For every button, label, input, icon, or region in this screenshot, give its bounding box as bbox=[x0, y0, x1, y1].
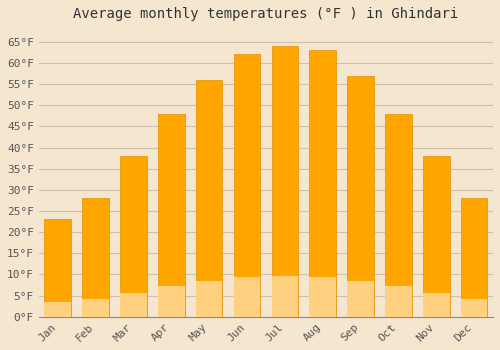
Bar bbox=[82, 198, 109, 317]
Bar bbox=[196, 80, 222, 317]
Bar bbox=[310, 277, 336, 317]
Bar bbox=[158, 114, 184, 317]
Bar bbox=[158, 286, 184, 317]
Bar bbox=[461, 299, 487, 317]
Bar bbox=[44, 219, 71, 317]
Title: Average monthly temperatures (°F ) in Ghindari: Average monthly temperatures (°F ) in Gh… bbox=[74, 7, 458, 21]
Bar bbox=[385, 286, 411, 317]
Bar bbox=[234, 55, 260, 317]
Bar bbox=[385, 114, 411, 317]
Bar bbox=[310, 50, 336, 317]
Bar bbox=[272, 46, 298, 317]
Bar bbox=[120, 293, 146, 317]
Bar bbox=[44, 302, 71, 317]
Bar bbox=[423, 293, 450, 317]
Bar bbox=[196, 281, 222, 317]
Bar bbox=[348, 281, 374, 317]
Bar bbox=[461, 198, 487, 317]
Bar bbox=[272, 276, 298, 317]
Bar bbox=[120, 156, 146, 317]
Bar bbox=[82, 299, 109, 317]
Bar bbox=[234, 278, 260, 317]
Bar bbox=[423, 156, 450, 317]
Bar bbox=[348, 76, 374, 317]
